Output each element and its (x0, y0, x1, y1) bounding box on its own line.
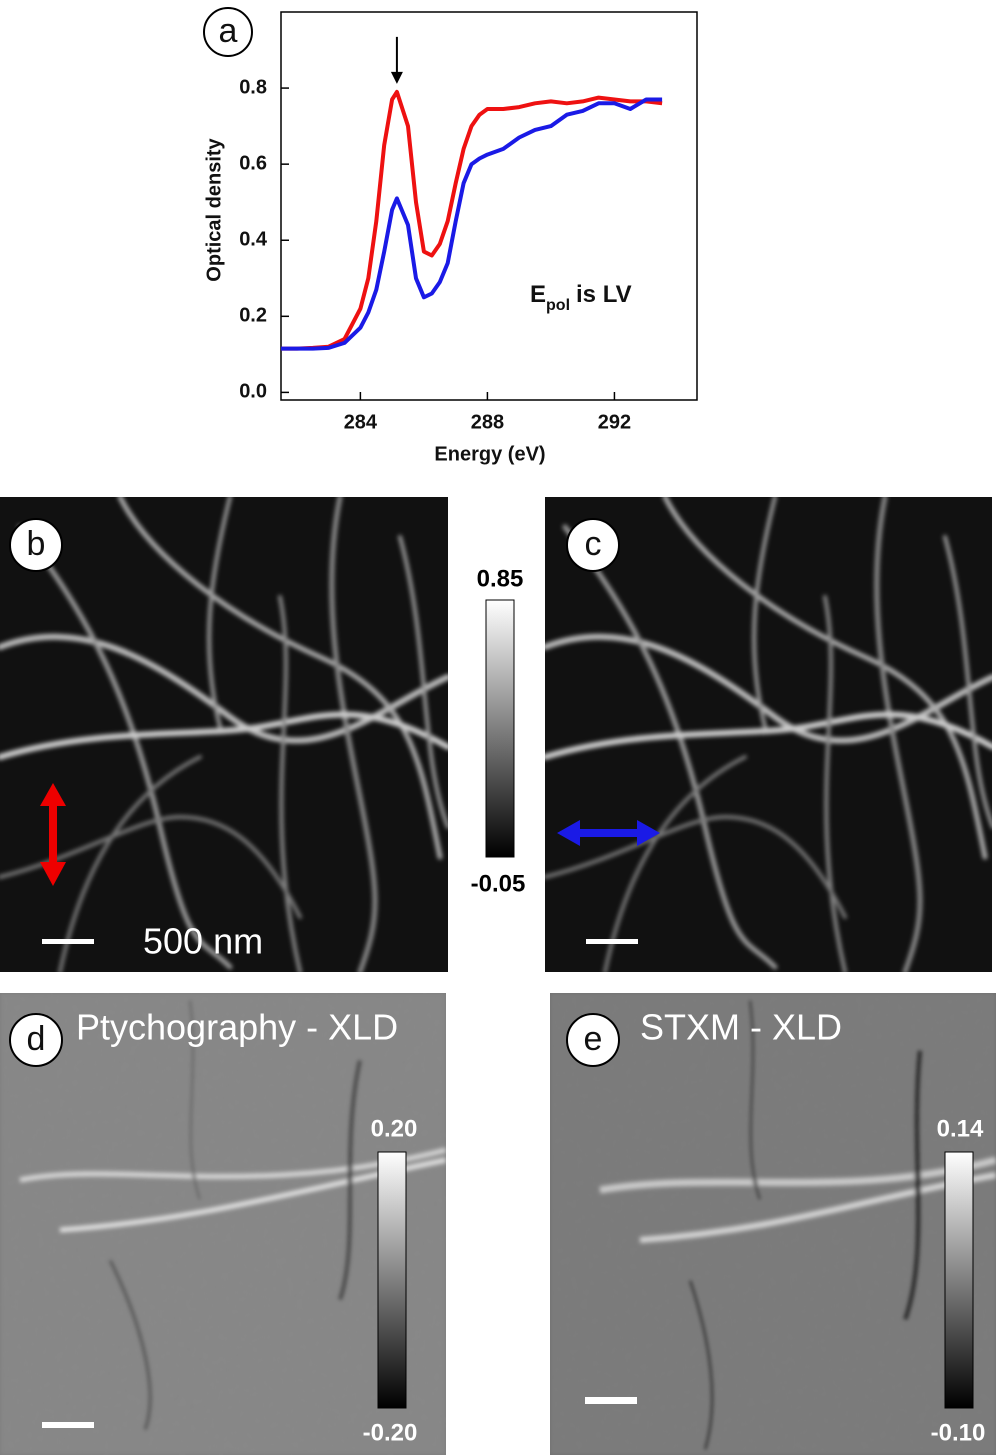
x-tick-label: 284 (344, 411, 378, 433)
panel-title: Ptychography - XLD (76, 1007, 398, 1048)
panel-label-circle (566, 1013, 620, 1067)
annotation-subscript: pol (546, 297, 570, 314)
y-tick-label: 0.0 (239, 381, 267, 403)
y-tick-label: 0.8 (239, 76, 267, 98)
panel-label: b (27, 525, 46, 563)
polarization-arrow (40, 783, 66, 886)
scale-bar (42, 1422, 94, 1428)
panel-label-circle (9, 1013, 63, 1067)
panel-a: a Energy (eV) Optical density Epol is LV … (203, 7, 698, 465)
series-line (281, 97, 663, 351)
peak-arrow-head (390, 71, 403, 84)
colorbar-max: 0.20 (371, 1115, 418, 1142)
colorbar-gradient (944, 1151, 974, 1409)
x-tick-label: 288 (471, 411, 504, 433)
y-axis-label: Optical density (203, 137, 225, 281)
colorbar-max: 0.14 (937, 1115, 984, 1142)
image (0, 497, 448, 972)
annotation: Epol is LV (530, 281, 632, 314)
series-line (281, 89, 663, 351)
panel-label: d (27, 1020, 46, 1058)
colorbar-min: -0.05 (471, 870, 526, 897)
plot-frame (280, 11, 698, 401)
y-tick-label: 0.4 (239, 229, 268, 251)
panel-c: c (545, 497, 992, 972)
scale-bar-label: 500 nm (143, 921, 263, 962)
panel-label-circle (566, 518, 620, 572)
colorbar-gradient (485, 599, 515, 858)
image (545, 497, 992, 972)
annotation-main: E (530, 281, 546, 308)
y-tick-label: 0.2 (239, 305, 267, 327)
panel-label-circle (9, 518, 63, 572)
panel-d: d Ptychography - XLD 0.20 -0.20 (0, 993, 446, 1455)
scale-bar (586, 939, 638, 944)
x-tick-label: 292 (598, 411, 631, 433)
scale-bar (42, 939, 94, 944)
panel-b: b 500 nm (0, 497, 448, 972)
panel-title: STXM - XLD (640, 1007, 842, 1048)
y-tick-label: 0.6 (239, 152, 267, 174)
panel-label-circle (203, 7, 253, 57)
colorbar-max: 0.85 (477, 565, 524, 592)
colorbar-gradient (377, 1151, 407, 1409)
annotation-rest: is LV (576, 281, 632, 308)
scale-bar (585, 1397, 637, 1404)
colorbar-min: -0.20 (363, 1419, 418, 1446)
panel-label: a (219, 12, 238, 50)
polarization-arrow (557, 820, 660, 846)
x-axis-label: Energy (eV) (434, 443, 545, 465)
colorbar: 0.85 -0.05 (471, 565, 526, 897)
panel-label: e (584, 1020, 603, 1058)
panel-e: e STXM - XLD 0.14 -0.10 (550, 993, 996, 1455)
colorbar-min: -0.10 (931, 1419, 986, 1446)
panel-label: c (585, 525, 602, 563)
